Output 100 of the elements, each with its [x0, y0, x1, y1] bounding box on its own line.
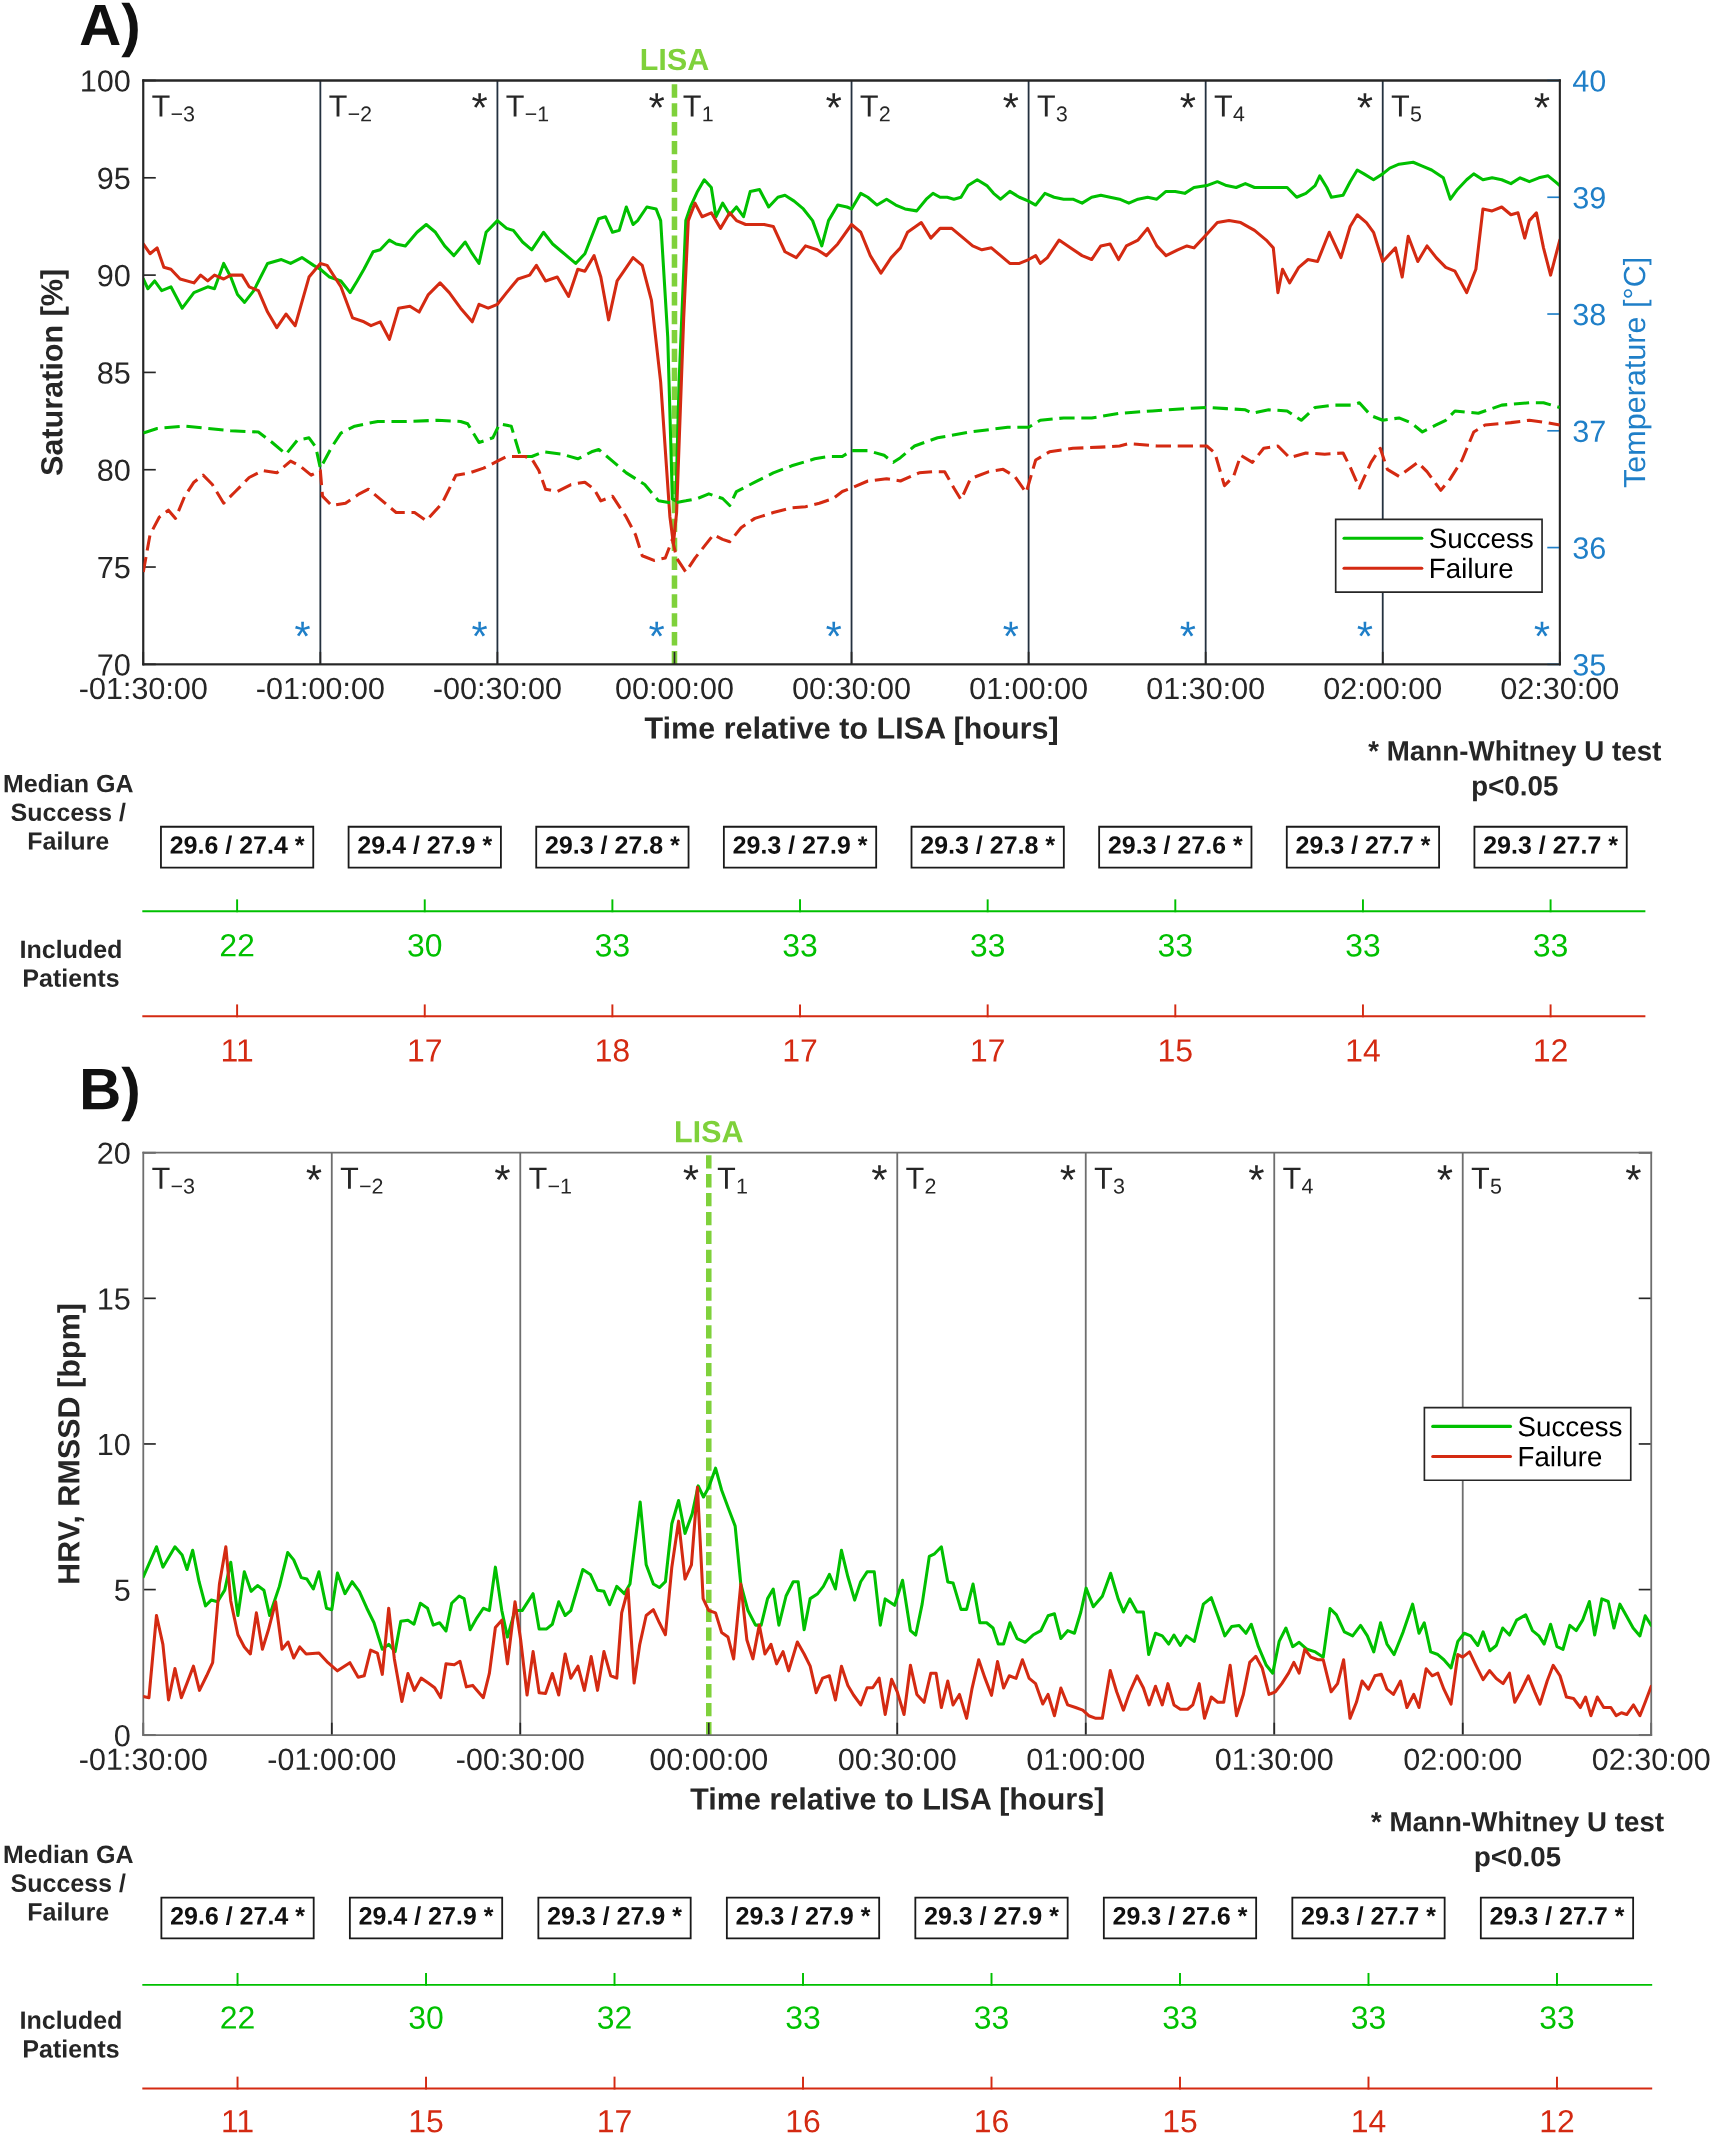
y2-axis-title: Temperature [°C] — [1622, 258, 1652, 488]
y-tick-label: 85 — [98, 362, 130, 384]
y-tick-label: 75 — [98, 557, 130, 579]
y-tick-label: 5 — [115, 1579, 130, 1601]
y-tick-label: 95 — [98, 167, 130, 190]
x-tick-label: -00:30:00 — [457, 1748, 584, 1771]
text: 15 — [1164, 2110, 1197, 2133]
text: 17 — [972, 1039, 1004, 1062]
text: 33 — [783, 934, 817, 957]
y-axis-title: Saturation [%] — [40, 270, 69, 476]
text: Included Patients — [21, 2010, 121, 2058]
text: * Mann-Whitney U test p<0.05 — [1370, 1811, 1664, 1873]
text: 14 — [1353, 2110, 1386, 2133]
annotation: T$_{−1}$ — [529, 1167, 571, 1194]
y-tick-label: 20 — [98, 1142, 130, 1165]
text: 33 — [1163, 2006, 1197, 2029]
text: Included Patients — [21, 939, 121, 987]
text: 29.3 / 27.9 * — [736, 1906, 871, 1925]
x-tick-label: -01:30:00 — [80, 677, 207, 700]
annotation: * — [306, 1165, 322, 1180]
text: 29.3 / 27.8 * — [545, 835, 680, 855]
text: 29.6 / 27.4 * — [170, 1906, 305, 1925]
text: 29.3 / 27.9 * — [733, 835, 868, 855]
annotation: T$_{−2}$ — [340, 1167, 383, 1194]
text: 32 — [597, 2006, 631, 2029]
chart-title: A) — [80, 2, 138, 58]
text: 17 — [784, 1039, 817, 1062]
text: 14 — [1347, 1039, 1380, 1062]
annotation: T$_{2}$ — [906, 1167, 936, 1194]
annotation: T$_{3}$ — [1037, 95, 1067, 122]
y-tick-label: 80 — [98, 459, 130, 482]
x-tick-label: 01:00:00 — [970, 677, 1087, 700]
annotation: * — [1180, 93, 1196, 108]
text: 29.3 / 27.7 * — [1490, 1906, 1625, 1925]
text: 29.3 / 27.6 * — [1113, 1906, 1248, 1925]
x-axis-title: Time relative to LISA [hours] — [644, 716, 1057, 745]
text: 12 — [1541, 2109, 1574, 2133]
text: 33 — [786, 2006, 820, 2029]
text: 33 — [1540, 2006, 1574, 2029]
y2-tick-label: 35 — [1573, 654, 1605, 676]
line-series — [143, 1466, 1652, 1675]
annotation: * — [826, 621, 842, 637]
annotation: * — [683, 1165, 699, 1180]
x-tick-label: 01:30:00 — [1147, 677, 1264, 700]
text: 30 — [409, 2006, 443, 2029]
line-series — [143, 1485, 1652, 1720]
text: 33 — [595, 934, 629, 957]
annotation: * — [1534, 621, 1550, 637]
annotation: * — [1625, 1165, 1641, 1180]
x-tick-label: 00:00:00 — [616, 677, 733, 700]
y-tick-label: 10 — [99, 1433, 130, 1456]
annotation: T$_{−2}$ — [329, 95, 371, 122]
annotation: * — [826, 93, 842, 108]
y-tick-label: 15 — [99, 1288, 130, 1310]
y2-tick-label: 39 — [1573, 186, 1605, 209]
text: 17 — [599, 2110, 631, 2133]
annotation: T$_{1}$ — [683, 95, 713, 122]
x-tick-label: 02:30:00 — [1592, 1748, 1710, 1771]
annotation: T$_{−3}$ — [152, 1167, 195, 1194]
text: 33 — [971, 934, 1005, 957]
annotation: T$_{5}$ — [1471, 1167, 1502, 1194]
annotation: T$_{4}$ — [1283, 1167, 1313, 1194]
x-tick-label: 01:00:00 — [1027, 1748, 1145, 1771]
y-tick-label: 100 — [82, 70, 130, 92]
x-tick-label: -00:30:00 — [434, 677, 561, 700]
annotation: * — [1357, 621, 1373, 637]
legend-label: Success — [1518, 1416, 1622, 1437]
y-axis-title: HRV, RMSSD [bpm] — [57, 1304, 86, 1583]
y-tick-label: 70 — [98, 654, 130, 676]
annotation: T$_{4}$ — [1214, 95, 1245, 122]
legend-label: Success — [1430, 528, 1533, 549]
text: Median GA Success / Failure — [4, 1844, 133, 1921]
annotation: * — [1437, 1165, 1453, 1180]
text: 33 — [1351, 2006, 1385, 2029]
annotation: * — [472, 621, 488, 637]
text: 22 — [220, 934, 254, 957]
x-tick-label: 02:00:00 — [1404, 1748, 1522, 1771]
text: 11 — [222, 1039, 253, 1062]
annotation: * — [472, 93, 488, 108]
x-tick-label: 00:30:00 — [838, 1748, 956, 1771]
annotation: * — [871, 1165, 887, 1180]
text: 22 — [221, 2006, 254, 2029]
annotation: * — [1534, 93, 1550, 108]
text: 15 — [1159, 1039, 1192, 1062]
x-tick-label: 02:00:00 — [1324, 677, 1442, 700]
annotation: * — [1180, 621, 1196, 637]
text: Median GA Success / Failure — [4, 774, 133, 850]
line-series — [143, 160, 1560, 503]
y2-tick-label: 36 — [1573, 537, 1605, 559]
annotation: * — [1060, 1165, 1076, 1180]
annotation: T$_{3}$ — [1094, 1167, 1124, 1194]
text: 33 — [974, 2006, 1008, 2029]
y2-tick-label: 40 — [1573, 70, 1606, 92]
text: 29.4 / 27.9 * — [358, 835, 493, 855]
legend-label: Failure — [1519, 1446, 1602, 1467]
annotation: * — [1248, 1165, 1264, 1180]
text: 17 — [409, 1039, 441, 1062]
text: 29.3 / 27.9 * — [924, 1906, 1059, 1925]
text: 29.3 / 27.8 * — [921, 835, 1056, 855]
text: 29.3 / 27.7 * — [1296, 835, 1431, 855]
